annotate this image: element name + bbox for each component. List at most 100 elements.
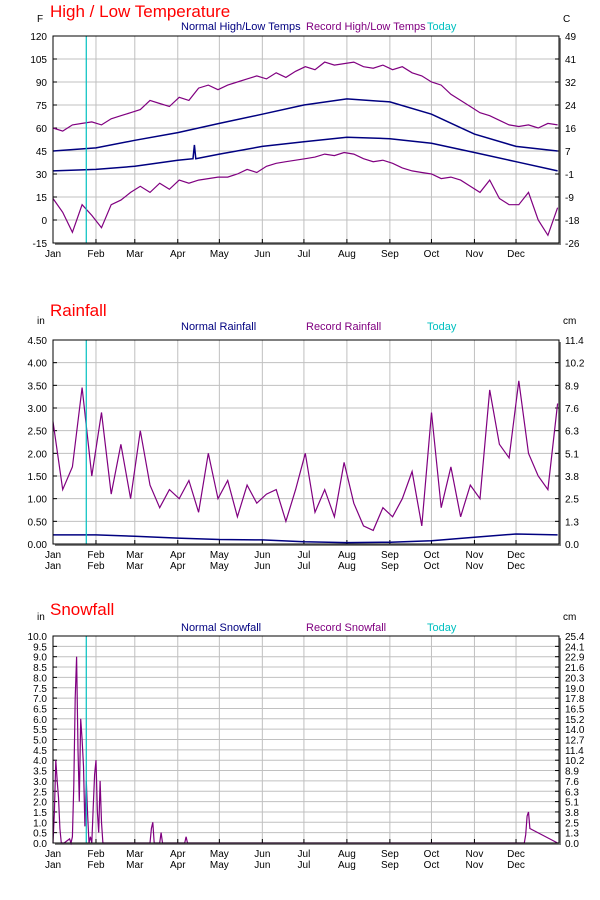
- y-tick-label-right: 5.1: [565, 798, 579, 809]
- x-tick-label-secondary: Feb: [87, 561, 105, 572]
- legend-entry: Normal Rainfall: [181, 321, 256, 333]
- x-tick-label: Sep: [381, 550, 399, 561]
- x-tick-label-secondary: Jul: [298, 860, 311, 871]
- chart-title: Rainfall: [50, 301, 107, 320]
- right-unit-label: C: [563, 14, 570, 25]
- x-tick-label-secondary: Feb: [87, 860, 105, 871]
- x-tick-label: Dec: [507, 550, 525, 561]
- x-tick-label: Jan: [45, 249, 61, 260]
- y-tick-label-right: 10.2: [565, 359, 585, 370]
- x-tick-label-secondary: Jun: [254, 860, 270, 871]
- x-tick-label: Oct: [424, 550, 440, 561]
- y-tick-label-right: 3.8: [565, 472, 579, 483]
- y-tick-label-right: 16.5: [565, 704, 585, 715]
- y-tick-label: 75: [36, 101, 48, 112]
- x-tick-label: Apr: [170, 249, 186, 260]
- y-tick-label: 0.0: [33, 839, 47, 850]
- y-tick-label-right: 11.4: [565, 336, 584, 347]
- y-tick-label-right: 11.4: [565, 746, 584, 757]
- legend-entry: Today: [427, 21, 457, 33]
- y-tick-label-right: 17.8: [565, 694, 585, 705]
- x-tick-label-secondary: Sep: [381, 860, 399, 871]
- x-tick-label-secondary: Oct: [424, 860, 440, 871]
- y-tick-label: 5.0: [33, 736, 47, 747]
- x-tick-label-secondary: Nov: [466, 860, 484, 871]
- y-tick-label: 5.5: [33, 725, 47, 736]
- series-normal-rainfall: [53, 533, 558, 544]
- y-tick-label-right: 7.6: [565, 777, 579, 788]
- y-tick-label: 3.5: [33, 767, 47, 778]
- y-tick-label: 1.00: [28, 495, 48, 506]
- x-tick-label-secondary: May: [210, 860, 229, 871]
- y-tick-label: 4.00: [28, 359, 48, 370]
- x-tick-label: Mar: [126, 550, 144, 561]
- y-tick-label-right: 21.6: [565, 663, 585, 674]
- x-tick-label: Jul: [298, 849, 311, 860]
- plot-border: [52, 635, 560, 844]
- x-tick-label: Mar: [126, 849, 144, 860]
- x-tick-label-secondary: Mar: [126, 860, 144, 871]
- y-tick-label-right: 15.2: [565, 715, 585, 726]
- y-tick-label-right: -18: [565, 216, 580, 227]
- y-tick-label: 0: [41, 216, 47, 227]
- x-tick-label: Jan: [45, 550, 61, 561]
- y-tick-label: 3.0: [33, 777, 47, 788]
- x-tick-label-secondary: Nov: [466, 561, 484, 572]
- y-tick-label: 0.5: [33, 829, 47, 840]
- legend-entry: Record Rainfall: [306, 321, 381, 333]
- x-tick-label-secondary: Jun: [254, 561, 270, 572]
- y-tick-label-right: 12.7: [565, 736, 585, 747]
- y-tick-label-right: 7.6: [565, 404, 579, 415]
- x-tick-label: May: [210, 550, 229, 561]
- x-tick-label: Feb: [87, 849, 105, 860]
- right-unit-label: cm: [563, 612, 576, 623]
- y-tick-label-right: 5.1: [565, 449, 579, 460]
- x-tick-label-secondary: May: [210, 561, 229, 572]
- x-tick-label-secondary: Jan: [45, 860, 61, 871]
- x-tick-label: Dec: [507, 849, 525, 860]
- y-tick-label-right: 0.0: [565, 540, 579, 551]
- y-tick-label: 4.50: [28, 336, 48, 347]
- y-tick-label: 60: [36, 124, 48, 135]
- y-tick-label-right: 14.0: [565, 725, 585, 736]
- y-tick-label: 4.0: [33, 756, 47, 767]
- y-tick-label-right: -1: [565, 170, 574, 181]
- legend-entry: Record High/Low Temps: [306, 21, 426, 33]
- legend-entry: Record Snowfall: [306, 622, 386, 634]
- y-tick-label: 2.5: [33, 787, 47, 798]
- x-tick-label: Oct: [424, 249, 440, 260]
- y-tick-label-right: 10.2: [565, 756, 585, 767]
- x-tick-label: Nov: [466, 849, 484, 860]
- y-tick-label: 7.5: [33, 684, 47, 695]
- y-tick-label: 6.0: [33, 715, 47, 726]
- y-tick-label: 2.00: [28, 449, 48, 460]
- right-unit-label: cm: [563, 316, 576, 327]
- chart-rainfall: Rainfall in cm Normal Rainfall Record Rainfa…: [28, 301, 585, 572]
- y-tick-label-right: 41: [565, 55, 577, 66]
- x-tick-label: Aug: [338, 249, 356, 260]
- x-tick-label-secondary: Aug: [338, 860, 356, 871]
- y-tick-label: 8.5: [33, 663, 47, 674]
- x-tick-label: Nov: [466, 249, 484, 260]
- legend-entry: Today: [427, 622, 457, 634]
- y-tick-label-right: 1.3: [565, 517, 579, 528]
- left-unit-label: F: [37, 14, 43, 25]
- x-tick-label-secondary: Jul: [298, 561, 311, 572]
- series-record-high: [52, 61, 558, 132]
- series-record-rainfall: [52, 380, 559, 532]
- y-tick-label: 9.0: [33, 653, 47, 664]
- y-tick-label: 0.00: [28, 540, 48, 551]
- x-tick-label: Nov: [466, 550, 484, 561]
- y-tick-label-right: 8.9: [565, 381, 579, 392]
- x-tick-label-secondary: Mar: [126, 561, 144, 572]
- y-tick-label-right: 49: [565, 32, 577, 43]
- y-tick-label: 8.0: [33, 673, 47, 684]
- y-tick-label: 30: [36, 170, 48, 181]
- y-tick-label-right: -9: [565, 193, 574, 204]
- y-tick-label: 9.5: [33, 642, 47, 653]
- plot-border: [52, 35, 560, 244]
- y-tick-label: 15: [36, 193, 48, 204]
- x-tick-label: Jun: [254, 849, 270, 860]
- y-tick-label: 1.5: [33, 808, 47, 819]
